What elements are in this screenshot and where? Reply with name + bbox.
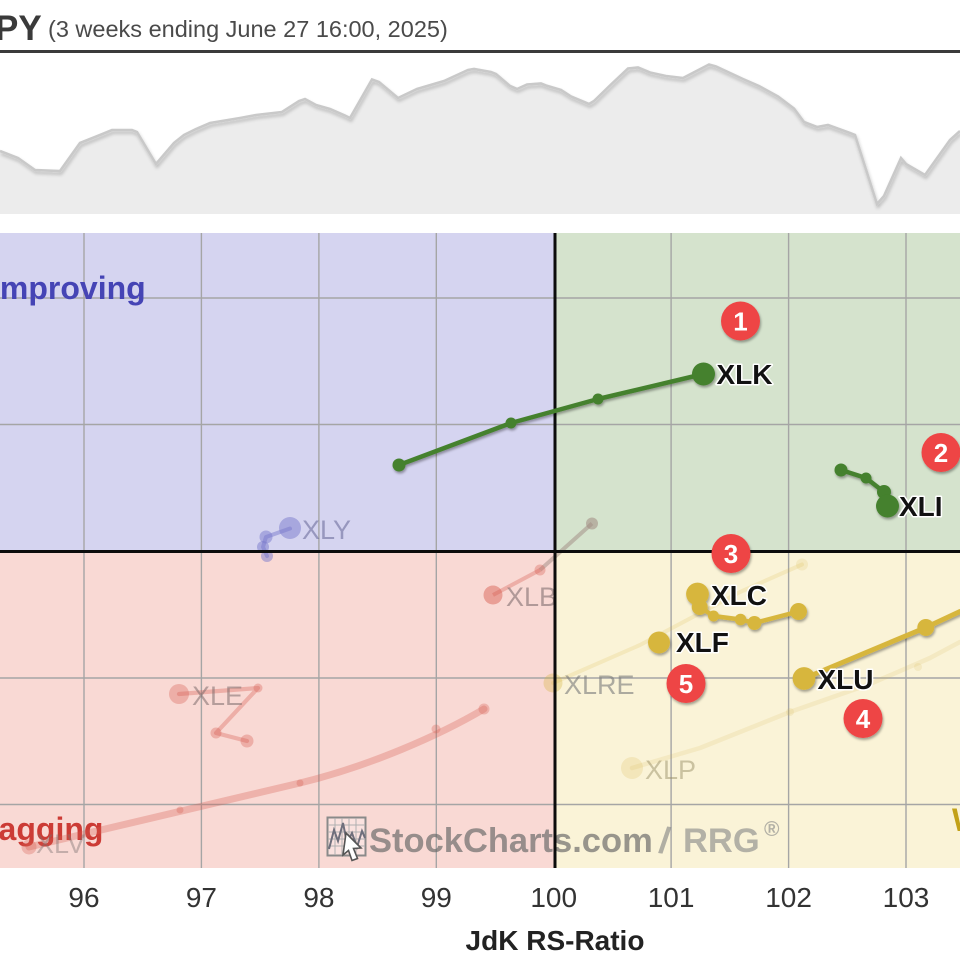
- svg-text:5: 5: [679, 669, 693, 699]
- svg-text:JdK RS-Ratio: JdK RS-Ratio: [466, 925, 645, 956]
- svg-text:3: 3: [724, 539, 738, 569]
- svg-text:XLB: XLB: [506, 582, 557, 612]
- svg-text:100: 100: [530, 882, 577, 913]
- svg-text:99: 99: [421, 882, 452, 913]
- svg-text:XLY: XLY: [302, 515, 351, 545]
- svg-text:(3 weeks ending June 27 16:00,: (3 weeks ending June 27 16:00, 2025): [48, 16, 448, 42]
- svg-text:97: 97: [186, 882, 217, 913]
- svg-text:98: 98: [303, 882, 334, 913]
- svg-text:Weakening: Weakening: [952, 802, 960, 838]
- svg-text:1: 1: [733, 307, 747, 337]
- svg-text:PY: PY: [0, 9, 42, 48]
- svg-text:StockCharts.com: StockCharts.com: [369, 822, 653, 860]
- svg-text:XLP: XLP: [645, 755, 696, 785]
- svg-text:96: 96: [68, 882, 99, 913]
- svg-text:XLF: XLF: [676, 627, 729, 658]
- svg-text:XLU: XLU: [818, 664, 874, 695]
- svg-text:Improving: Improving: [0, 270, 146, 306]
- svg-text:XLRE: XLRE: [564, 670, 635, 700]
- svg-text:RRG: RRG: [683, 822, 760, 860]
- svg-text:101: 101: [648, 882, 695, 913]
- svg-text:XLV: XLV: [36, 829, 85, 859]
- svg-text:XLE: XLE: [192, 681, 243, 711]
- svg-text:102: 102: [765, 882, 812, 913]
- svg-text:®: ®: [764, 818, 780, 841]
- svg-text:103: 103: [883, 882, 930, 913]
- svg-text:4: 4: [856, 704, 871, 734]
- svg-text:XLC: XLC: [711, 580, 767, 611]
- svg-text:2: 2: [934, 438, 948, 468]
- svg-text:XLK: XLK: [717, 359, 773, 390]
- svg-text:XLI: XLI: [899, 491, 943, 522]
